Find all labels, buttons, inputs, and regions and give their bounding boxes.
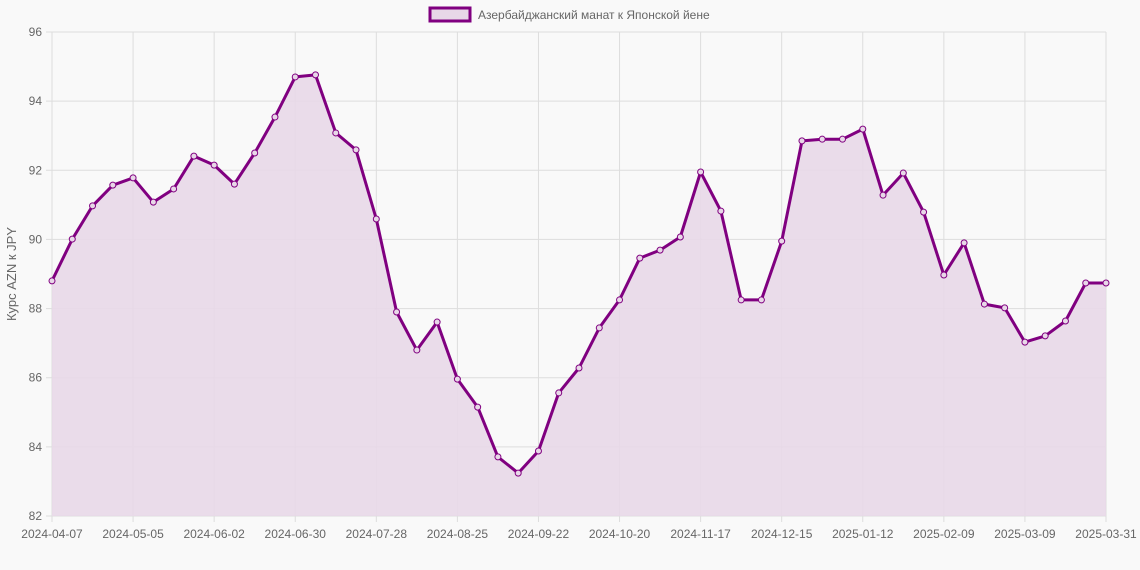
x-tick-label: 2024-09-22 — [508, 527, 570, 541]
data-point[interactable] — [372, 215, 380, 223]
data-point[interactable] — [210, 161, 218, 169]
data-point[interactable] — [757, 296, 765, 304]
y-tick-label: 86 — [29, 371, 43, 385]
legend-swatch — [428, 6, 472, 23]
data-point[interactable] — [393, 308, 401, 316]
y-tick-label: 84 — [29, 440, 43, 454]
y-tick-label: 82 — [29, 509, 43, 523]
y-tick-label: 92 — [29, 163, 43, 177]
data-point[interactable] — [1102, 279, 1110, 287]
y-axis-label: Курс AZN к JPY — [4, 227, 19, 321]
data-point[interactable] — [89, 202, 97, 210]
data-point[interactable] — [920, 208, 928, 216]
data-point[interactable] — [697, 168, 705, 176]
data-points[interactable] — [48, 71, 1110, 477]
data-point[interactable] — [1021, 338, 1029, 346]
data-point[interactable] — [636, 254, 644, 262]
data-point[interactable] — [839, 135, 846, 143]
x-tick-label: 2024-07-28 — [346, 527, 408, 541]
y-tick-label: 90 — [29, 232, 43, 246]
x-tick-label: 2025-02-09 — [913, 527, 975, 541]
data-point[interactable] — [48, 277, 56, 285]
data-point[interactable] — [940, 271, 948, 279]
x-tick-label: 2024-12-15 — [751, 527, 813, 541]
data-point[interactable] — [879, 191, 887, 199]
data-point[interactable] — [453, 375, 461, 383]
data-point[interactable] — [1061, 317, 1069, 325]
data-point[interactable] — [534, 447, 542, 455]
x-tick-label: 2025-03-31 — [1075, 527, 1137, 541]
x-tick-label: 2024-04-07 — [21, 527, 83, 541]
data-point[interactable] — [129, 174, 137, 182]
data-point[interactable] — [859, 125, 867, 133]
data-point[interactable] — [778, 237, 786, 245]
data-point[interactable] — [494, 453, 502, 461]
data-point[interactable] — [109, 181, 117, 189]
data-point[interactable] — [1001, 304, 1009, 312]
data-point[interactable] — [251, 149, 259, 157]
data-point[interactable] — [230, 180, 238, 188]
data-point[interactable] — [818, 135, 826, 143]
y-axis-ticks: 82 84 86 88 90 92 94 96 — [29, 25, 43, 523]
data-point[interactable] — [332, 129, 340, 137]
data-point[interactable] — [1082, 279, 1090, 287]
data-point[interactable] — [68, 235, 76, 243]
data-point[interactable] — [616, 296, 624, 304]
data-point[interactable] — [737, 296, 745, 304]
x-tick-label: 2024-05-05 — [102, 527, 164, 541]
data-point[interactable] — [717, 207, 725, 215]
data-point[interactable] — [413, 346, 421, 354]
data-point[interactable] — [149, 198, 157, 206]
data-point[interactable] — [433, 318, 441, 326]
x-tick-label: 2024-10-20 — [589, 527, 651, 541]
data-point[interactable] — [798, 137, 806, 145]
data-point[interactable] — [555, 389, 563, 397]
data-point[interactable] — [352, 146, 360, 154]
data-point[interactable] — [514, 469, 522, 477]
data-point[interactable] — [656, 246, 664, 254]
legend[interactable]: Азербайджанский манат к Японской йене — [428, 6, 710, 23]
data-point[interactable] — [1041, 332, 1049, 340]
data-point[interactable] — [291, 73, 299, 81]
x-tick-label: 2024-06-02 — [183, 527, 245, 541]
data-point[interactable] — [980, 300, 988, 308]
data-point[interactable] — [474, 403, 482, 411]
area-fill — [52, 74, 1106, 517]
data-point[interactable] — [170, 185, 178, 193]
data-point[interactable] — [575, 364, 583, 372]
y-tick-label: 96 — [29, 25, 43, 39]
data-point[interactable] — [190, 152, 198, 160]
data-point[interactable] — [312, 71, 319, 79]
x-axis-ticks: 2024-04-07 2024-05-05 2024-06-02 2024-06-30… — [21, 527, 1137, 541]
data-point[interactable] — [899, 169, 907, 177]
y-tick-label: 88 — [29, 302, 43, 316]
x-tick-label: 2025-01-12 — [832, 527, 894, 541]
data-point[interactable] — [595, 324, 603, 332]
data-point[interactable] — [271, 113, 279, 121]
x-tick-label: 2024-11-17 — [670, 527, 731, 541]
y-tick-label: 94 — [29, 94, 43, 108]
x-tick-label: 2024-06-30 — [265, 527, 327, 541]
legend-label: Азербайджанский манат к Японской йене — [478, 8, 710, 22]
x-tick-label: 2024-08-25 — [427, 527, 489, 541]
data-point[interactable] — [960, 239, 968, 247]
data-point[interactable] — [676, 233, 684, 241]
x-tick-label: 2025-03-09 — [994, 527, 1056, 541]
